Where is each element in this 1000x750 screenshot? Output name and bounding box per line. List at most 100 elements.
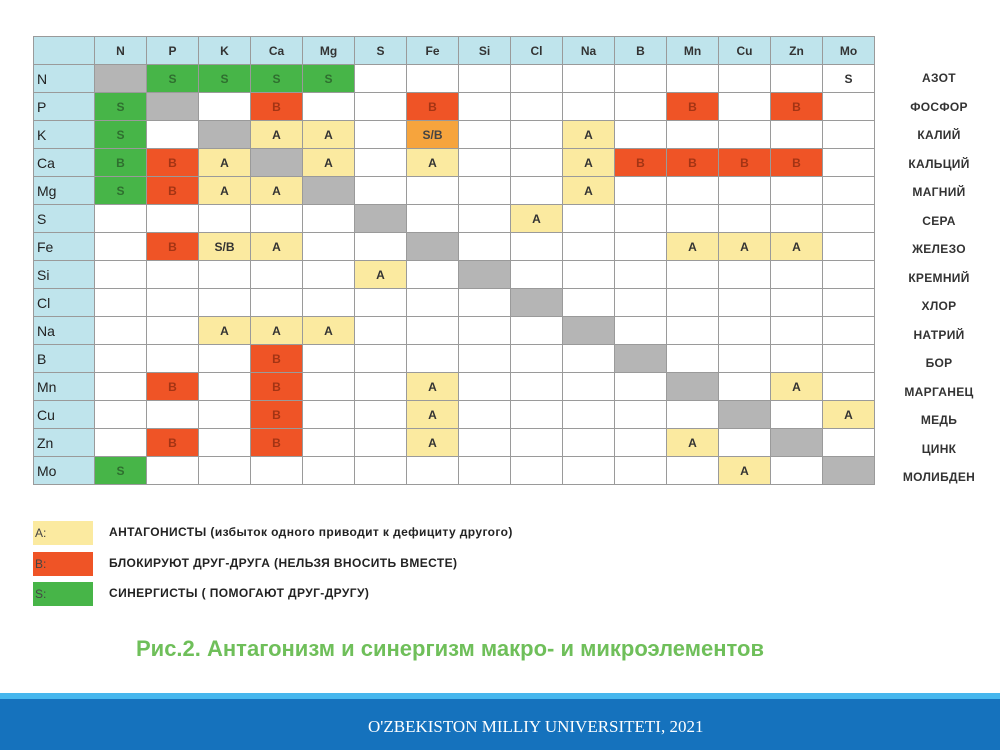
interaction-cell: [406, 204, 459, 233]
interaction-cell: B: [770, 148, 823, 177]
table-row: Na A A A: [33, 316, 875, 345]
interaction-cell: B: [146, 176, 199, 205]
interaction-cell: [146, 288, 199, 317]
diagonal-cell: [562, 316, 615, 345]
interaction-cell: S: [94, 456, 147, 485]
column-header: Cl: [510, 36, 563, 65]
column-header: Cu: [718, 36, 771, 65]
interaction-cell: A: [822, 400, 875, 429]
table-row: K S A A S/B A: [33, 120, 875, 149]
diagonal-cell: [822, 456, 875, 485]
interaction-cell: [510, 232, 563, 261]
interaction-cell: [770, 204, 823, 233]
interaction-cell: [146, 260, 199, 289]
interaction-cell: [94, 288, 147, 317]
interaction-cell: [354, 316, 407, 345]
interaction-cell: [354, 288, 407, 317]
interaction-cell: [458, 64, 511, 93]
interaction-cell: A: [250, 176, 303, 205]
diagonal-cell: [302, 176, 355, 205]
interaction-cell: A: [302, 148, 355, 177]
legend-text-a: АНТАГОНИСТЫ (избыток одного приводит к д…: [109, 525, 513, 539]
interaction-cell: [302, 260, 355, 289]
interaction-cell: [354, 176, 407, 205]
interaction-cell: [146, 120, 199, 149]
interaction-cell: [302, 344, 355, 373]
interaction-cell: [198, 260, 251, 289]
interaction-cell: B: [250, 400, 303, 429]
column-header: Ca: [250, 36, 303, 65]
interaction-cell: [718, 344, 771, 373]
interaction-cell: [354, 428, 407, 457]
interaction-cell: [302, 204, 355, 233]
interaction-cell: [302, 372, 355, 401]
interaction-cell: [770, 288, 823, 317]
interaction-cell: [718, 204, 771, 233]
column-header: S: [354, 36, 407, 65]
interaction-cell: [770, 176, 823, 205]
row-header: N: [33, 64, 95, 93]
interaction-cell: [94, 400, 147, 429]
interaction-cell: B: [718, 148, 771, 177]
footer-bar: O'ZBEKISTON MILLIY UNIVERSITETI, 2021: [0, 699, 1000, 750]
interaction-cell: [614, 120, 667, 149]
interaction-cell: [458, 400, 511, 429]
interaction-cell: [510, 148, 563, 177]
interaction-cell: [354, 120, 407, 149]
interaction-cell: [562, 344, 615, 373]
interaction-cell: [718, 288, 771, 317]
interaction-cell: [770, 316, 823, 345]
interaction-cell: [458, 344, 511, 373]
interaction-cell: [562, 428, 615, 457]
interaction-cell: S: [250, 64, 303, 93]
column-header: K: [198, 36, 251, 65]
element-name-russian: КАЛИЙ: [917, 128, 961, 142]
interaction-cell: [406, 316, 459, 345]
interaction-cell: [458, 316, 511, 345]
interaction-cell: B: [250, 428, 303, 457]
element-name-russian: ФОСФОР: [910, 99, 968, 114]
element-name-russian: КРЕМНИЙ: [908, 270, 970, 285]
column-header: Mn: [666, 36, 719, 65]
interaction-cell: [250, 456, 303, 485]
interaction-cell: [146, 204, 199, 233]
interaction-cell: B: [614, 148, 667, 177]
column-header: B: [614, 36, 667, 65]
interaction-cell: A: [666, 428, 719, 457]
interaction-cell: [666, 204, 719, 233]
interaction-cell: S: [94, 120, 147, 149]
diagonal-cell: [614, 344, 667, 373]
interaction-cell: [94, 344, 147, 373]
row-header: Si: [33, 260, 95, 289]
interaction-cell: [510, 372, 563, 401]
row-header: Zn: [33, 428, 95, 457]
interaction-cell: [822, 260, 875, 289]
interaction-cell: [198, 372, 251, 401]
diagonal-cell: [198, 120, 251, 149]
table-row: Mn B B A A: [33, 372, 875, 401]
interaction-cell: [718, 64, 771, 93]
table-row: Mg S B A A A: [33, 176, 875, 205]
interaction-cell: A: [510, 204, 563, 233]
interaction-cell: [198, 204, 251, 233]
interaction-cell: [458, 148, 511, 177]
interaction-cell: [614, 288, 667, 317]
interaction-cell: [510, 428, 563, 457]
interaction-cell: B: [250, 344, 303, 373]
interaction-cell: [614, 260, 667, 289]
diagonal-cell: [94, 64, 147, 93]
interaction-cell: B: [146, 372, 199, 401]
row-header: Fe: [33, 232, 95, 261]
interaction-cell: [562, 288, 615, 317]
row-header: B: [33, 344, 95, 373]
interaction-cell: [198, 400, 251, 429]
interaction-cell: [354, 232, 407, 261]
diagonal-cell: [666, 372, 719, 401]
interaction-cell: [458, 456, 511, 485]
interaction-cell: [614, 232, 667, 261]
interaction-cell: [562, 204, 615, 233]
interaction-cell: [146, 400, 199, 429]
interaction-cell: [458, 372, 511, 401]
diagonal-cell: [146, 92, 199, 121]
interaction-cell: [198, 288, 251, 317]
